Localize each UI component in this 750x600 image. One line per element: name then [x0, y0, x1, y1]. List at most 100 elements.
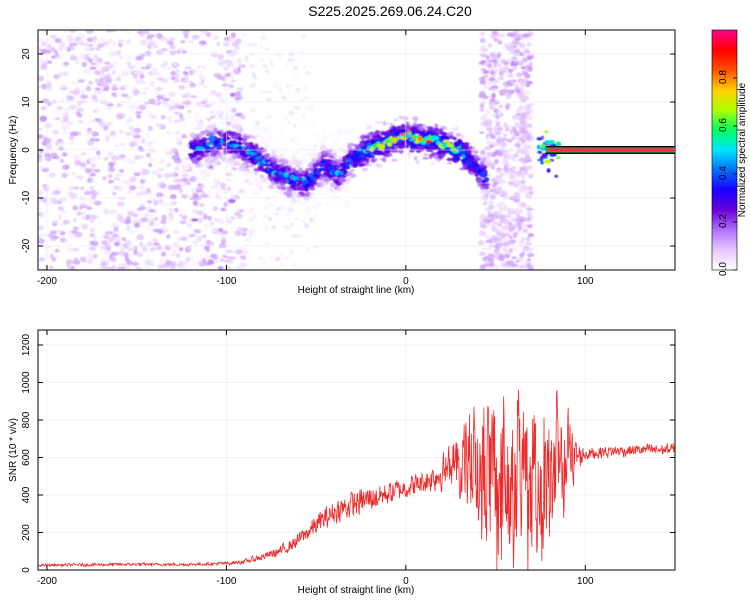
spectrogram-cell [479, 103, 485, 109]
spectrogram-cell [480, 78, 485, 82]
spectrogram-cell [170, 76, 176, 81]
spectrogram-cell [305, 70, 311, 75]
spectrogram-cell [264, 159, 270, 163]
spectrogram-cell [198, 40, 207, 45]
spectrogram-cell [411, 126, 416, 131]
spectrogram-cell [280, 128, 284, 134]
spectrogram-cell [459, 149, 466, 152]
spectrogram-cell [232, 49, 239, 55]
spectrogram-cell [175, 69, 180, 74]
spectrogram-cell [490, 101, 496, 107]
spectrogram-cell [371, 135, 379, 141]
spectrogram-cell [478, 230, 486, 237]
spectrogram-cell [519, 80, 527, 85]
spectrogram-cell [89, 227, 96, 233]
spectrogram-cell [74, 59, 80, 64]
spectrogram-cell [345, 177, 351, 183]
spectrogram-cell [508, 68, 514, 73]
spectrogram-cell [440, 135, 448, 139]
spectrogram-cell [502, 89, 510, 94]
spectrogram-cell [301, 158, 306, 163]
spectrogram-cell [523, 217, 528, 222]
spectrogram-cell [495, 113, 500, 120]
spectrogram-cell [119, 129, 124, 134]
spectrogram-cell [160, 219, 167, 225]
spectrogram-cell [168, 200, 174, 207]
spectrogram-cell [46, 143, 53, 148]
spectrogram-cell [359, 154, 365, 158]
spectrogram-cell [489, 263, 494, 268]
spectrogram-cell [489, 194, 497, 200]
spectrogram-cell [518, 85, 525, 91]
spectrogram-cell [109, 267, 115, 270]
spectrogram-cell [491, 92, 496, 99]
spectrogram-cell [526, 42, 532, 47]
spectrogram-cell [116, 113, 124, 120]
spectrogram-cell [88, 246, 97, 251]
spectrogram-cell [171, 100, 179, 107]
spectrogram-cell [199, 75, 206, 81]
spectrogram-cell [479, 108, 485, 112]
spectrogram-cell [234, 112, 242, 117]
spectrogram-cell [302, 95, 309, 100]
spectrogram-cell [220, 207, 227, 212]
spectrogram-cell [90, 162, 97, 168]
spectrogram-cell [419, 145, 426, 151]
spectrogram-cell [513, 172, 521, 177]
spectrogram-cell [480, 191, 487, 195]
spectrogram-cell [323, 190, 330, 194]
spectrogram-cell [38, 75, 45, 82]
spectrogram-cell [518, 105, 524, 109]
spectrogram-cell [328, 187, 333, 191]
spectrogram-cell [222, 60, 229, 64]
spectrogram-cell [93, 106, 100, 113]
spectrogram-cell [518, 265, 526, 269]
spectrogram-cell [363, 140, 371, 145]
spectrogram-cell [207, 147, 214, 151]
spectrogram-cell [109, 186, 115, 191]
spectrogram-cell [528, 52, 534, 57]
spectrogram-cell [188, 233, 196, 238]
spectrogram-cell [144, 133, 150, 137]
spectrogram-cell [170, 45, 176, 50]
spectrogram-cell [175, 178, 183, 183]
spectrogram-cell [521, 70, 528, 75]
spectrogram-cell [129, 130, 138, 137]
spectrogram-cell [38, 127, 43, 132]
spectrogram-cell [56, 229, 63, 234]
spectrogram-cell [95, 150, 101, 156]
spectrogram-cell [294, 217, 300, 220]
spectrogram-cell [68, 233, 76, 240]
spectrogram-cell [191, 169, 197, 174]
spectrogram-cell [182, 30, 190, 35]
spectrogram-cell [186, 182, 192, 186]
colorbar-tick-label: 0.6 [718, 118, 729, 132]
spectrogram-cell [85, 30, 94, 34]
spectrogram-cell [80, 257, 87, 263]
spectrogram-cell [521, 237, 528, 241]
spectrogram-cell [311, 148, 316, 152]
spectrogram-cell [224, 259, 230, 263]
colorbar-tick-label: 0.0 [718, 262, 729, 276]
spectrogram-cell [146, 200, 153, 204]
spectrogram-cell [191, 218, 199, 222]
spectrogram-cell [253, 77, 258, 80]
spectrogram-cell [132, 89, 140, 95]
spectrogram-cell [138, 191, 147, 196]
spectrogram-cell [50, 152, 58, 159]
spectrogram-cell [271, 225, 277, 230]
spectrogram-cell [447, 143, 454, 148]
spectrogram-cell [103, 61, 110, 65]
spectrogram-cell [283, 136, 289, 140]
spectrogram-cell [85, 130, 93, 136]
spectrogram-cell [353, 155, 358, 161]
spectrogram-cell [486, 109, 490, 115]
spectrogram-cell [164, 150, 172, 156]
spectrogram-cell [42, 267, 48, 270]
spectrogram-cell [102, 75, 111, 80]
spectrogram-cell [73, 257, 78, 261]
spectrogram-cell [295, 234, 302, 238]
spectrogram-cell [349, 173, 356, 178]
spectrogram-cell [490, 33, 497, 39]
